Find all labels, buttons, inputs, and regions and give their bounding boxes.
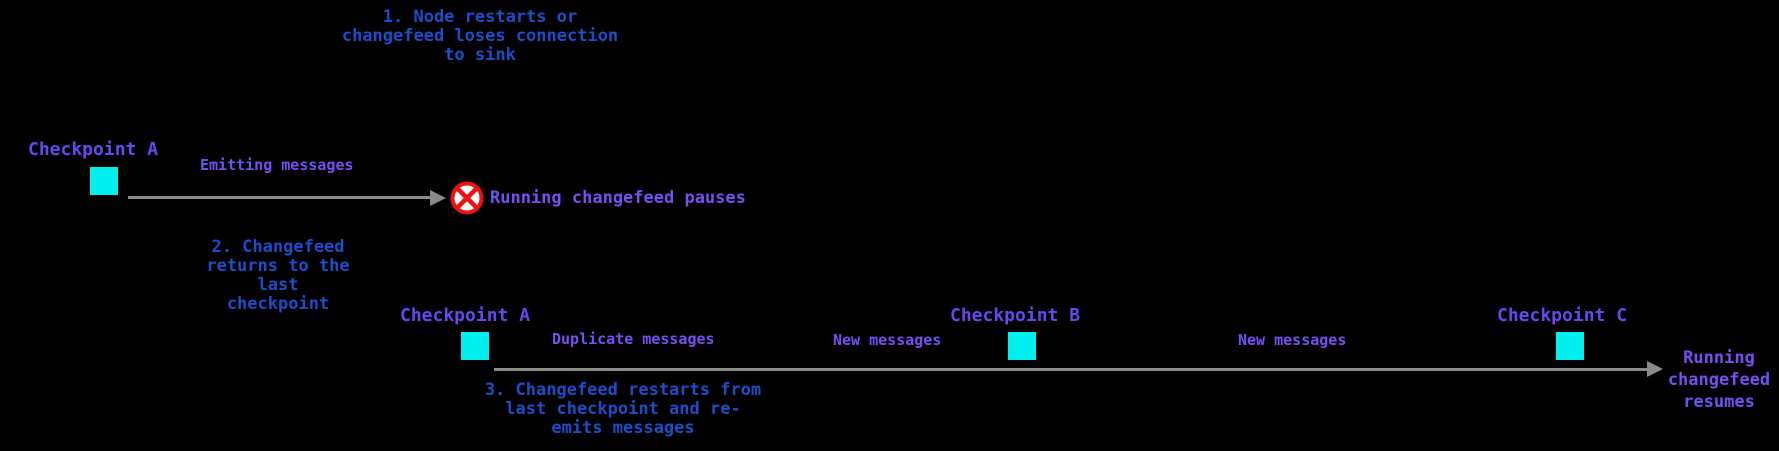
step-1-caption: 1. Node restarts or changefeed loses con… xyxy=(341,7,619,65)
changefeed-pause-error-icon xyxy=(450,181,484,219)
timeline2-checkpoint-b-marker xyxy=(1008,332,1036,360)
timeline2-checkpoint-c-marker xyxy=(1556,332,1584,360)
timeline2-line xyxy=(494,368,1648,371)
duplicate-messages-label: Duplicate messages xyxy=(552,330,715,348)
timeline2-arrowhead xyxy=(1647,361,1663,377)
step-2-caption: 2. Changefeed returns to the last checkp… xyxy=(206,237,350,314)
timeline1-emitting-messages-label: Emitting messages xyxy=(200,156,354,174)
timeline2-checkpoint-a-marker xyxy=(461,332,489,360)
timeline1-checkpoint-a-label: Checkpoint A xyxy=(28,139,159,160)
new-messages-label-2: New messages xyxy=(1238,331,1347,349)
timeline1-arrowhead xyxy=(430,190,446,206)
running-changefeed-pauses-label: Running changefeed pauses xyxy=(490,188,746,208)
timeline1-checkpoint-a-marker xyxy=(90,167,118,195)
timeline2-checkpoint-b-label: Checkpoint B xyxy=(950,305,1081,326)
timeline1-line xyxy=(128,196,432,199)
timeline2-checkpoint-c-label: Checkpoint C xyxy=(1497,305,1628,326)
new-messages-label-1: New messages xyxy=(833,331,942,349)
step-3-caption: 3. Changefeed restarts from last checkpo… xyxy=(484,380,762,438)
timeline2-checkpoint-a-label: Checkpoint A xyxy=(400,305,531,326)
running-changefeed-resumes-label: Running changefeed resumes xyxy=(1667,348,1771,412)
